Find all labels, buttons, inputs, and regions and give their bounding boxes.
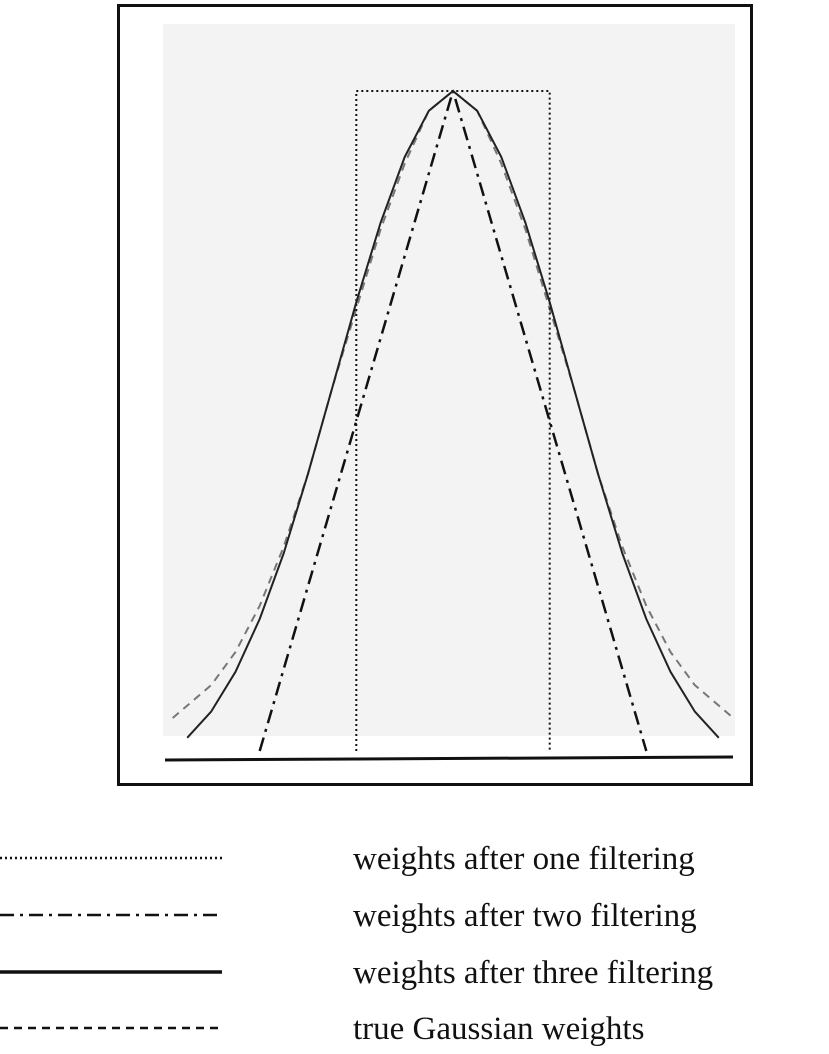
legend-label-2: weights after two filtering [353, 898, 697, 934]
legend-label-1: weights after one filtering [353, 841, 695, 877]
series-layer [172, 89, 734, 752]
legend-label-4: true Gaussian weights [353, 1011, 644, 1047]
plot-area [163, 24, 735, 736]
baseline [164, 755, 734, 762]
legend-label-3: weights after three filtering [353, 955, 713, 991]
series-line-3 [186, 90, 720, 739]
legend: weights after one filtering weights after… [0, 841, 713, 1047]
series-line-4 [172, 90, 734, 719]
